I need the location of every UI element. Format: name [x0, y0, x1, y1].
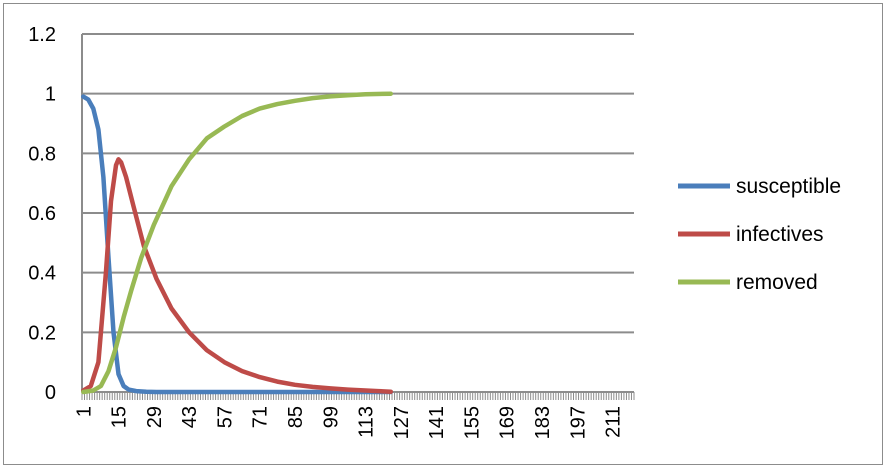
x-tick-label: 127 [391, 406, 413, 439]
x-tick-label: 113 [356, 406, 378, 438]
x-tick-label: 1 [73, 406, 95, 417]
series-line-infectives [81, 157, 394, 394]
x-tick-label: 15 [109, 406, 131, 428]
x-tick-label: 43 [179, 406, 201, 428]
grid-lines [82, 33, 634, 334]
x-tick-label: 211 [603, 406, 625, 438]
y-tick-label: 0 [45, 382, 56, 404]
legend-label-infectives: infectives [736, 223, 824, 246]
y-tick-label: 1.2 [28, 24, 56, 46]
y-tick-label: 0.8 [28, 143, 56, 165]
axes [81, 34, 635, 400]
y-tick-label: 0.4 [28, 263, 56, 285]
tick-labels: 0 0.2 0.4 0.6 0.8 1 1.2 1 15 29 43 57 71 85 99 113 127 14… [28, 24, 624, 439]
series-line-susceptible [81, 94, 394, 395]
x-tick-label: 29 [144, 406, 166, 428]
x-tick-label: 169 [497, 406, 519, 439]
y-tick-label: 0.2 [28, 322, 56, 344]
x-tick-label: 183 [532, 406, 554, 439]
series-line-removed [81, 91, 394, 395]
x-tick-label: 155 [461, 406, 483, 439]
x-tick-label: 85 [285, 406, 307, 428]
series-lines [81, 91, 394, 395]
legend-label-removed: removed [736, 271, 818, 294]
legend-label-susceptible: susceptible [736, 175, 841, 198]
y-tick-label: 0.6 [28, 203, 56, 225]
x-tick-label: 57 [214, 406, 236, 428]
x-tick-label: 71 [250, 406, 272, 428]
x-tick-label: 197 [567, 406, 589, 439]
legend: susceptible infectives removed [678, 175, 841, 294]
y-tick-label: 1 [45, 84, 56, 106]
x-tick-label: 141 [426, 406, 448, 439]
x-tick-label: 99 [320, 406, 342, 428]
